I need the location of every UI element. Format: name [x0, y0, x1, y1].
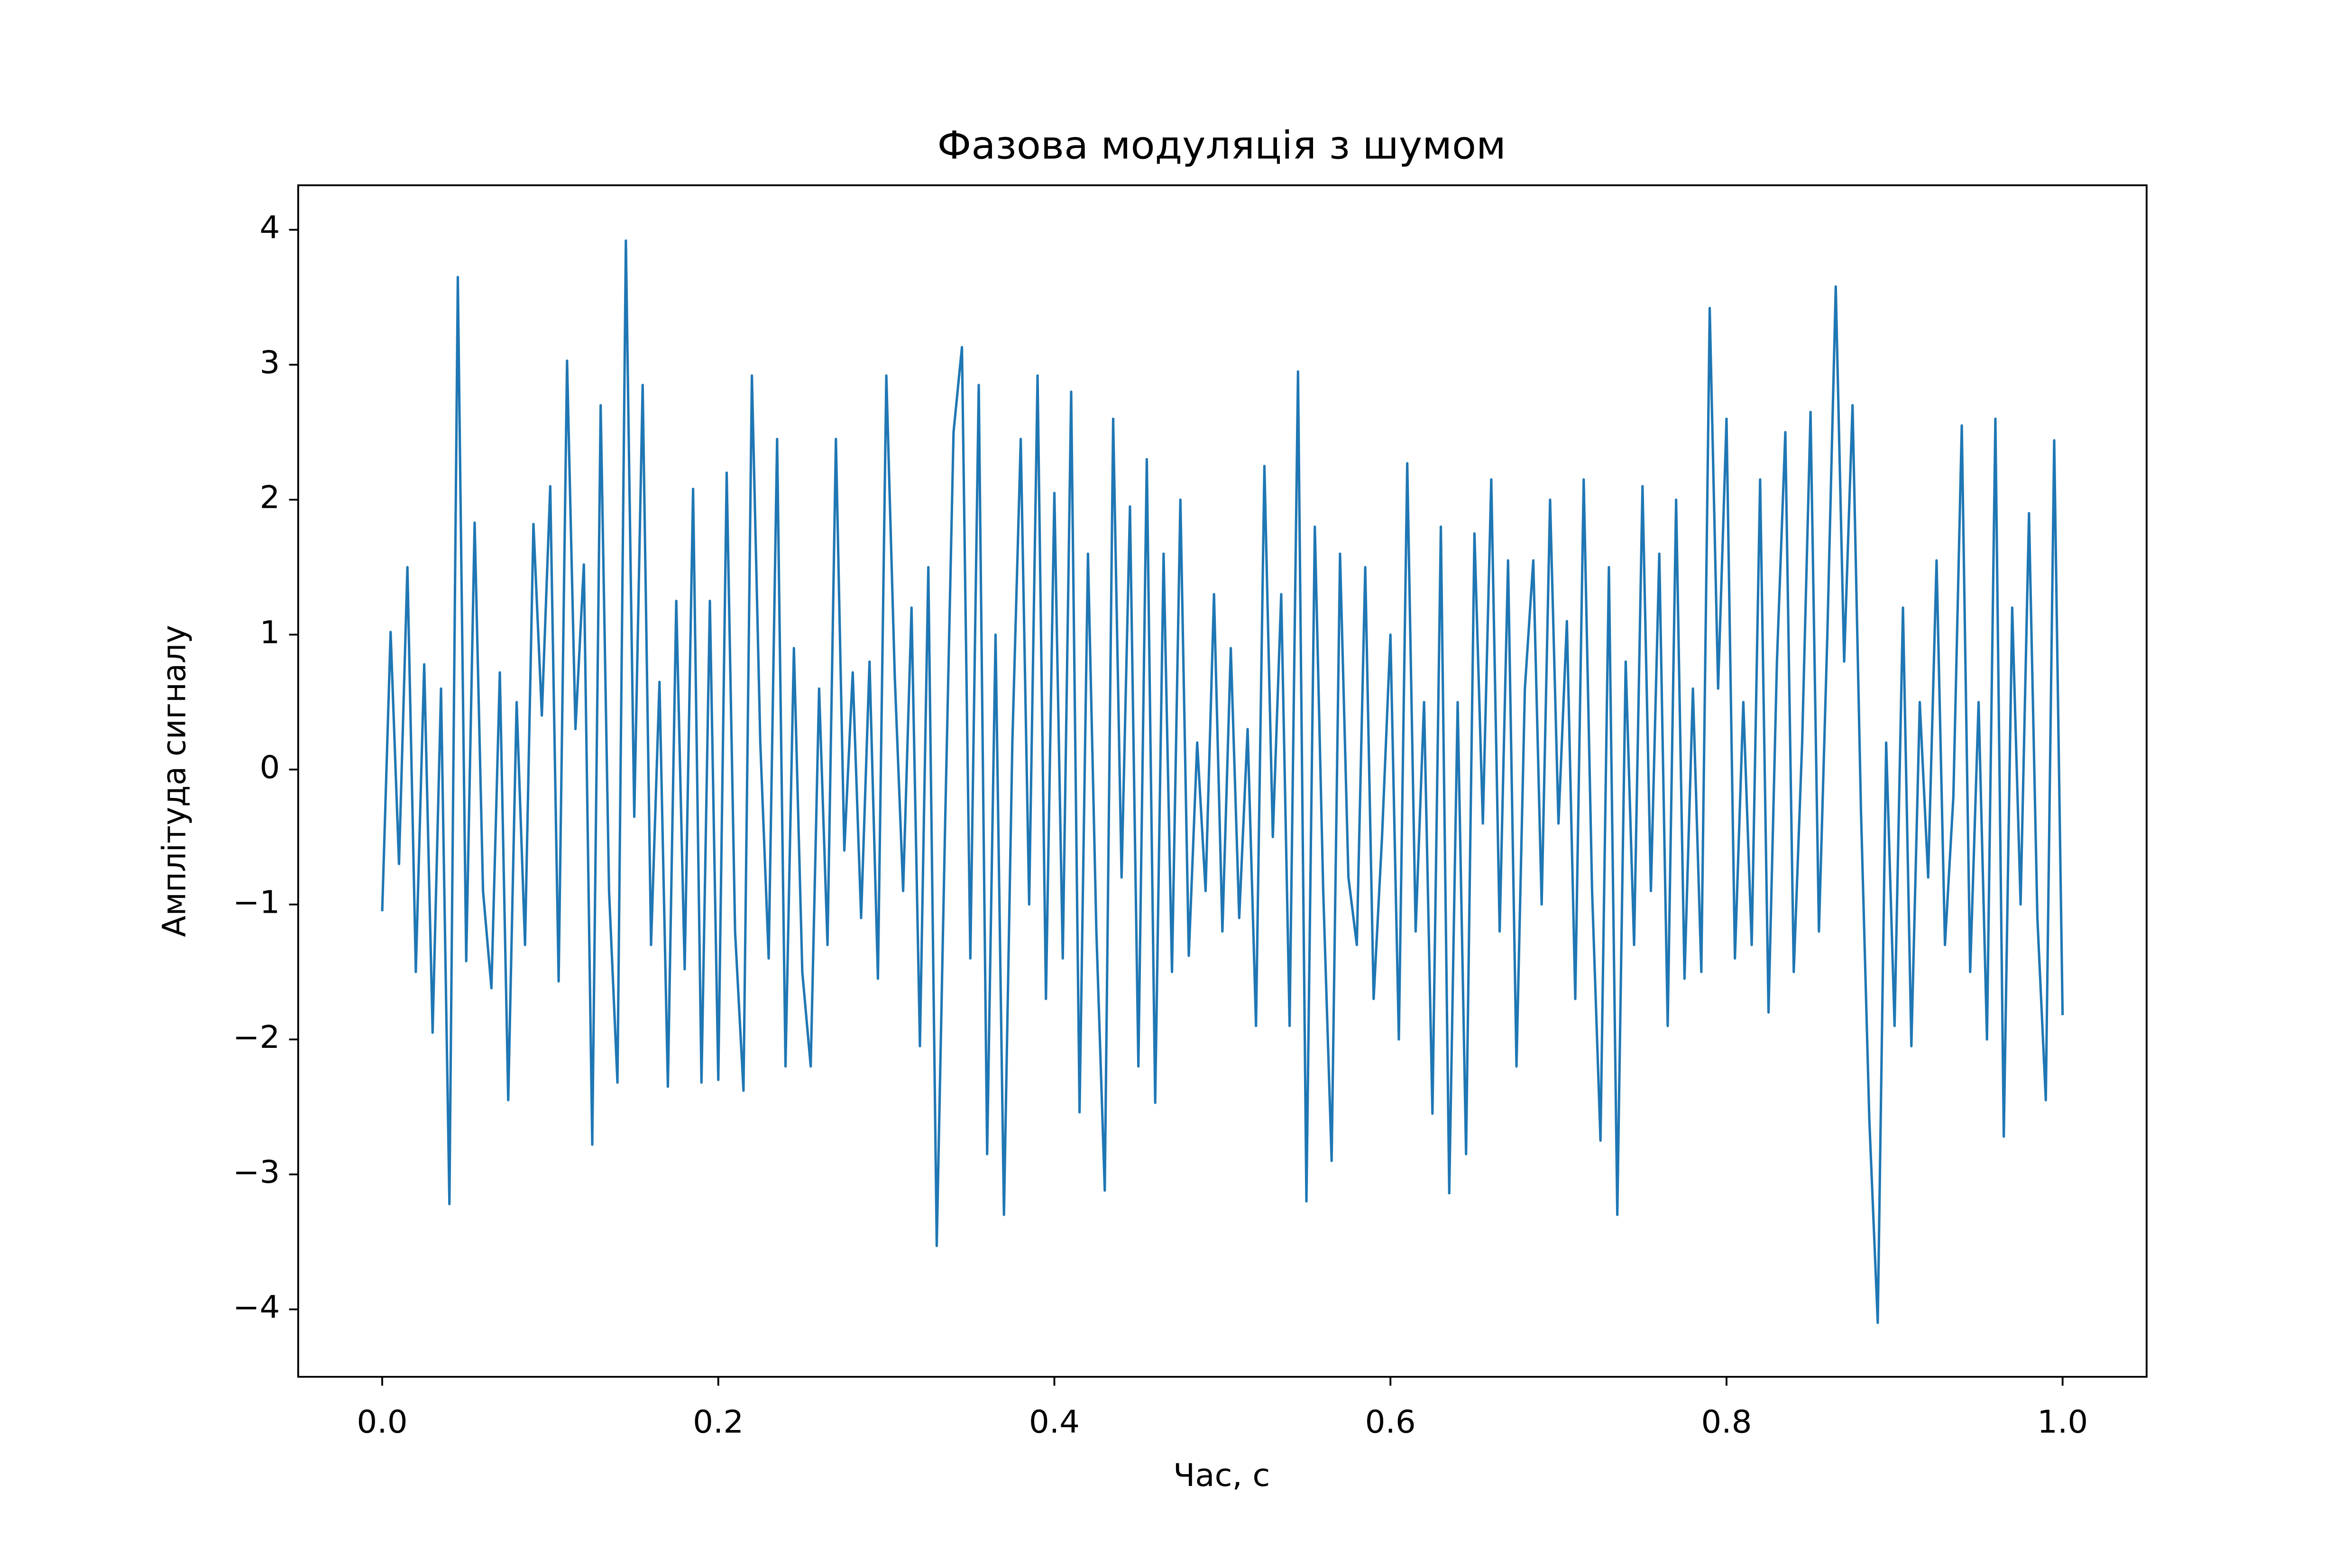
- chart-title: Фазова модуляція з шумом: [937, 124, 1506, 168]
- signal-line: [381, 239, 2064, 1324]
- x-tick-label: 0.2: [693, 1403, 744, 1440]
- x-tick-label: 0.6: [1365, 1403, 1416, 1440]
- y-tick-label: 4: [259, 209, 280, 246]
- x-tick-label: 1.0: [2037, 1403, 2088, 1440]
- x-tick-label: 0.0: [357, 1403, 407, 1440]
- x-tick-label: 0.8: [1701, 1403, 1752, 1440]
- y-tick-label: 1: [259, 614, 280, 651]
- x-axis-label: Час, с: [1173, 1457, 1270, 1494]
- y-tick-label: 3: [259, 344, 280, 381]
- y-tick-label: −2: [233, 1019, 280, 1055]
- y-tick-label: 2: [259, 479, 280, 515]
- axes-frame: [297, 184, 2148, 1378]
- y-tick-label: −4: [233, 1289, 280, 1325]
- x-tick-label: 0.4: [1029, 1403, 1080, 1440]
- y-tick-label: −1: [233, 884, 280, 920]
- y-axis-label: Амплітуда сигналу: [156, 625, 193, 937]
- y-tick-label: −3: [233, 1154, 280, 1191]
- y-tick-label: 0: [259, 749, 280, 786]
